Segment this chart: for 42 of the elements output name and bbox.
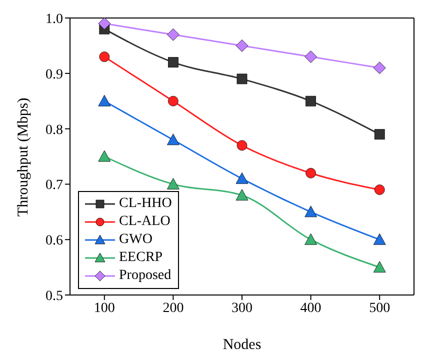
point bbox=[167, 28, 180, 41]
x-tick-label: 100 bbox=[94, 300, 115, 316]
point bbox=[236, 140, 248, 151]
y-tick-label: 0.8 bbox=[46, 122, 63, 138]
y-axis-title: Throughput (Mbps) bbox=[15, 98, 32, 216]
x-tick-label: 500 bbox=[369, 300, 390, 316]
point bbox=[306, 96, 316, 106]
point bbox=[99, 52, 110, 62]
point bbox=[168, 96, 178, 106]
point bbox=[236, 74, 248, 84]
point bbox=[98, 18, 111, 30]
legend-label: EECRP bbox=[119, 250, 163, 266]
point bbox=[373, 233, 386, 245]
legend-label: CL-ALO bbox=[119, 214, 170, 230]
y-tick-label: 0.6 bbox=[46, 234, 63, 249]
legend-label: GWO bbox=[119, 232, 152, 248]
x-tick-label: 300 bbox=[232, 300, 252, 316]
x-tick-label: 200 bbox=[162, 300, 184, 316]
point bbox=[374, 184, 385, 195]
point bbox=[168, 57, 178, 68]
point bbox=[167, 178, 180, 190]
point bbox=[304, 50, 317, 63]
point bbox=[374, 129, 385, 140]
x-axis-title: Nodes bbox=[222, 337, 262, 353]
y-tick-label: 0.5 bbox=[46, 288, 63, 304]
point bbox=[167, 134, 180, 146]
point bbox=[304, 206, 317, 218]
point bbox=[304, 233, 317, 245]
legend-label: Proposed bbox=[119, 268, 172, 284]
x-tick-label: 400 bbox=[300, 300, 322, 316]
point bbox=[306, 168, 316, 178]
point bbox=[236, 40, 248, 52]
y-tick-label: 0.9 bbox=[46, 67, 63, 82]
y-tick-label: 0.7 bbox=[46, 178, 63, 194]
y-tick-label: 1.0 bbox=[46, 12, 63, 27]
legend-label: CL-HHO bbox=[119, 196, 172, 212]
point bbox=[236, 189, 248, 200]
point bbox=[373, 62, 386, 74]
point bbox=[373, 261, 386, 272]
point bbox=[98, 150, 111, 162]
point bbox=[236, 172, 248, 184]
point bbox=[98, 94, 111, 106]
